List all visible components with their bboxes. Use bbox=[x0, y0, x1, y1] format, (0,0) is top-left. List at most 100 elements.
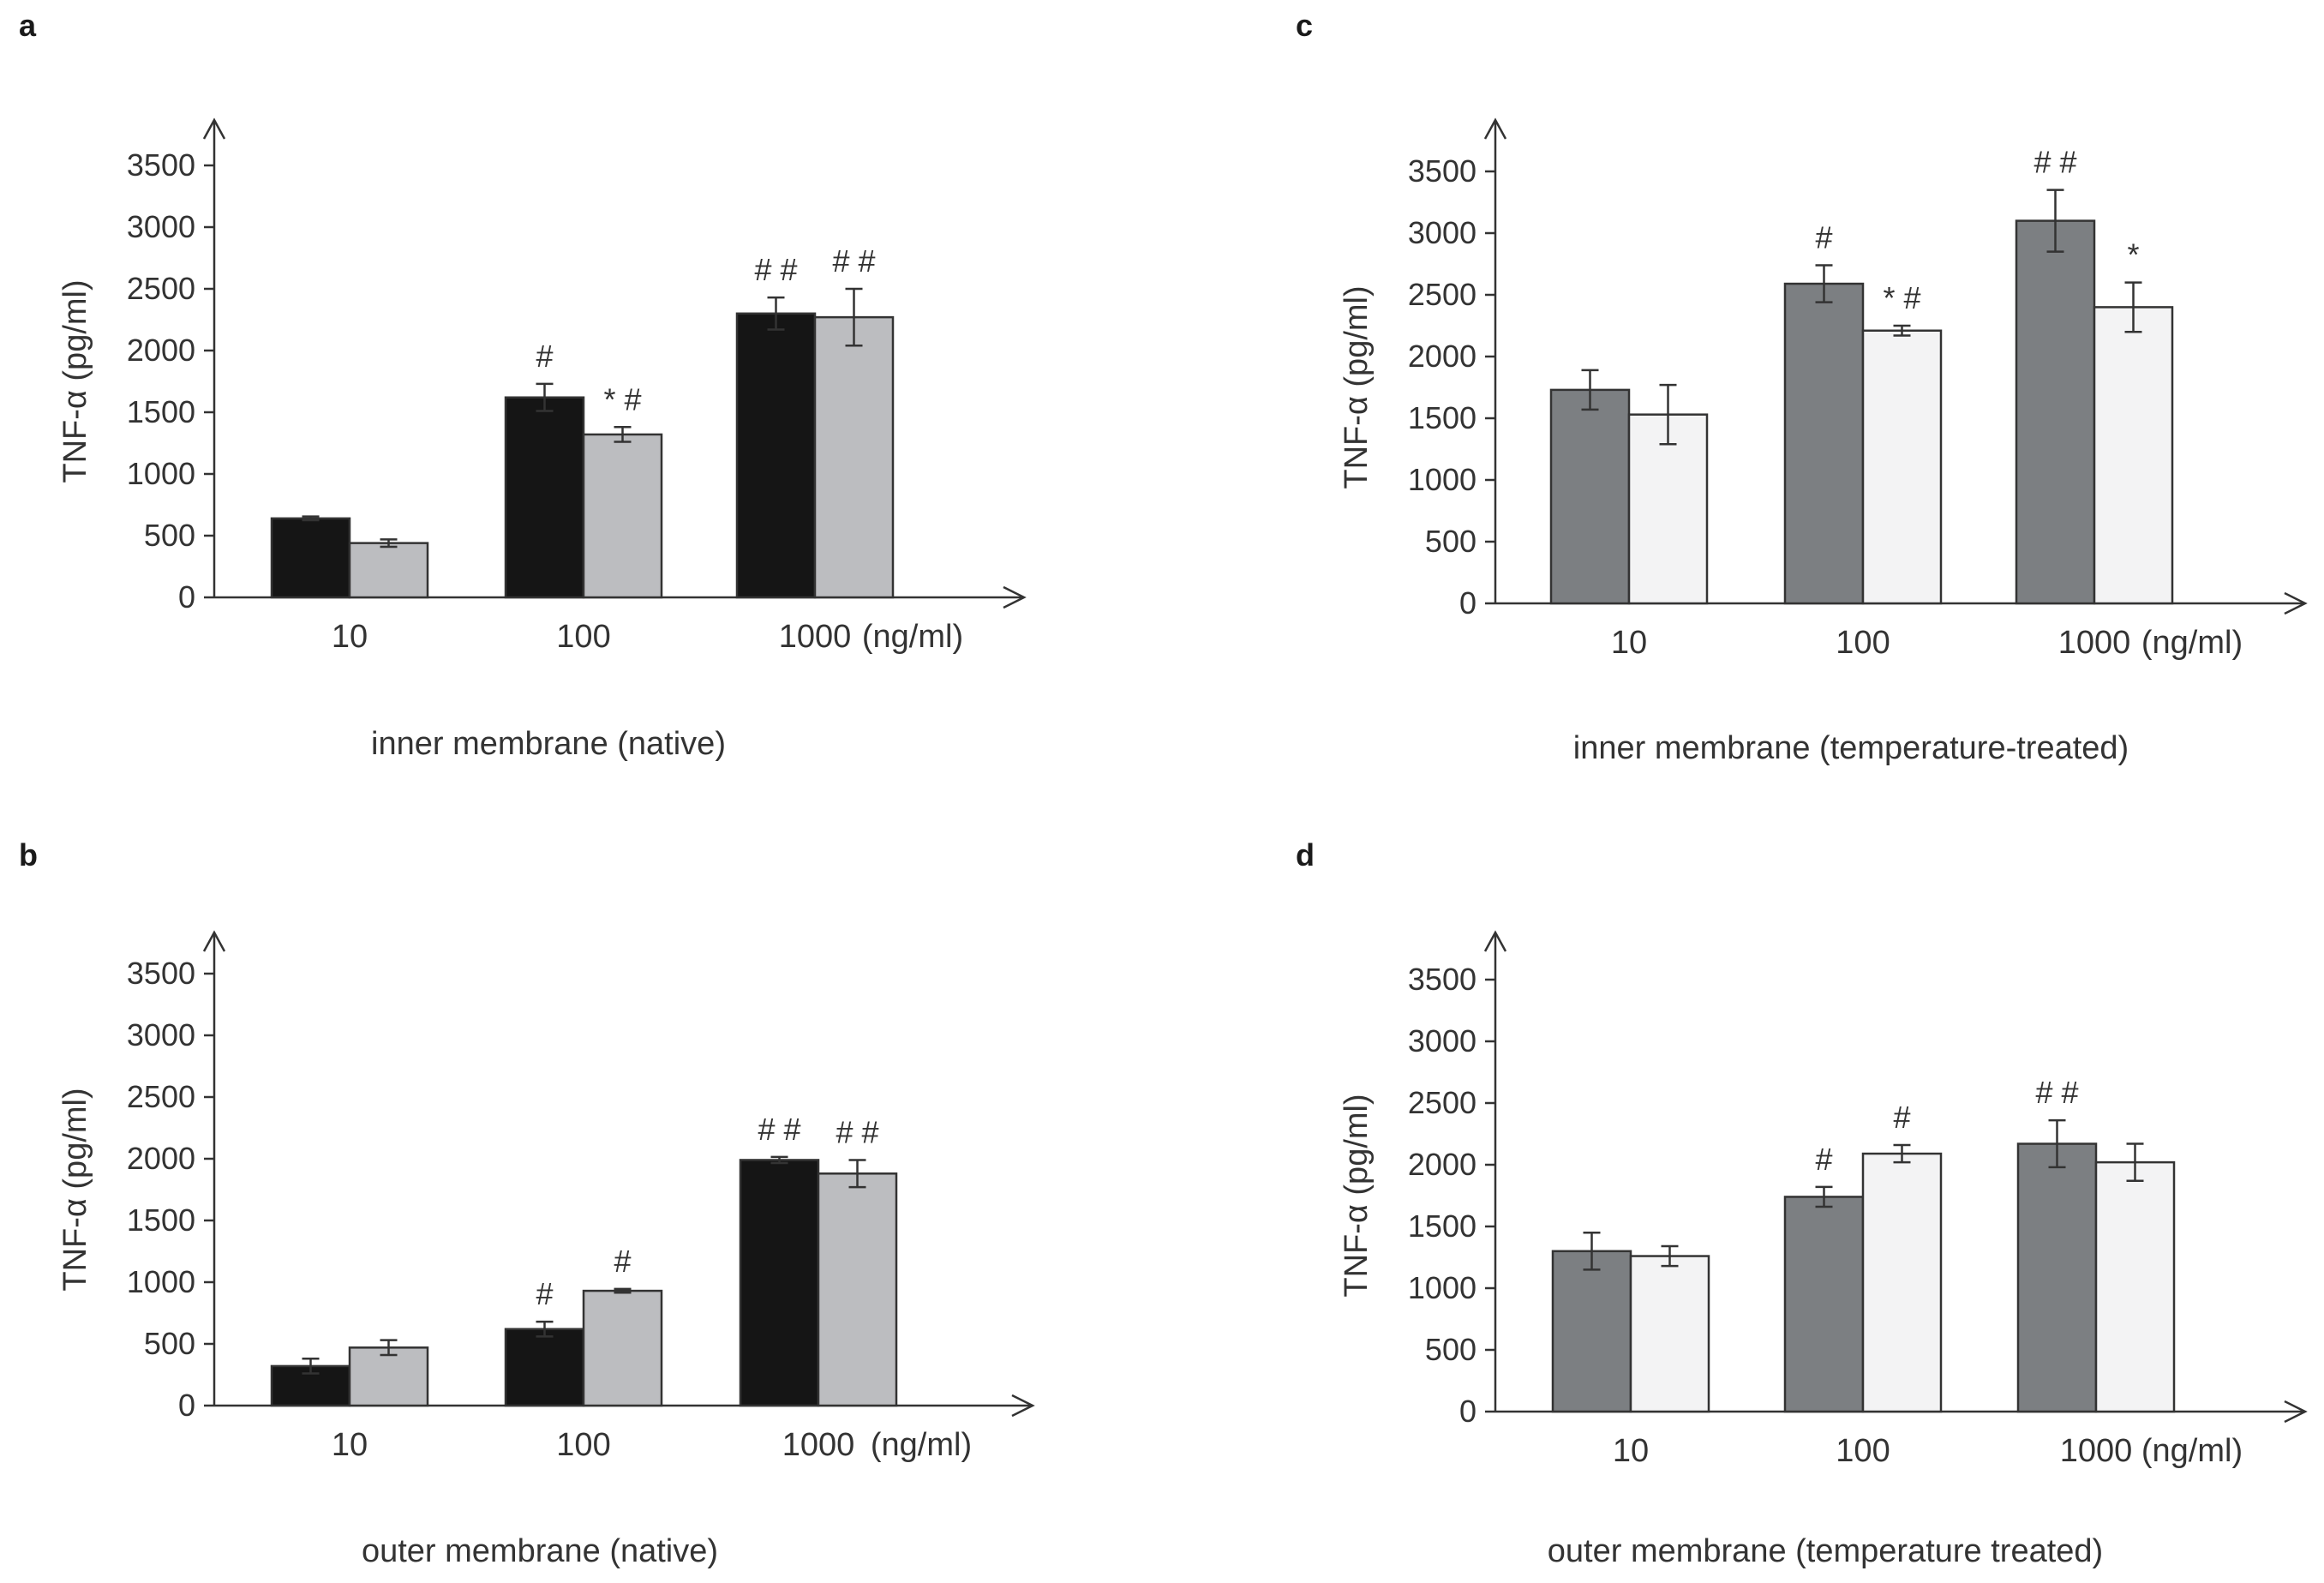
bar-d-10-s2[interactable] bbox=[1629, 1255, 1710, 1413]
y-tick-label: 2500 bbox=[1408, 1085, 1476, 1120]
y-tick-label: 0 bbox=[1459, 1394, 1476, 1429]
y-tick-label: 0 bbox=[178, 579, 195, 615]
x-axis-arrow-icon bbox=[2284, 591, 2308, 615]
panel-letter-a: a bbox=[19, 8, 37, 43]
x-axis-arrow-icon bbox=[2284, 1400, 2308, 1424]
y-tick-label: 1500 bbox=[1408, 1208, 1476, 1244]
bar-b-100-s2[interactable] bbox=[582, 1289, 663, 1407]
bar-a-1000-s1[interactable] bbox=[735, 312, 817, 599]
significance-annotation: # bbox=[1893, 1100, 1910, 1135]
x-unit-label: (ng/ml) bbox=[2141, 625, 2243, 661]
y-tick-label: 1500 bbox=[1408, 400, 1476, 435]
bar-b-1000-s2[interactable] bbox=[817, 1172, 898, 1407]
x-tick-label: 1000 bbox=[779, 619, 852, 655]
x-unit-label: (ng/ml) bbox=[871, 1427, 972, 1463]
bar-a-10-s2[interactable] bbox=[348, 542, 429, 599]
y-axis-title: TNF-α (pg/ml) bbox=[57, 1088, 93, 1291]
x-tick-label: 100 bbox=[556, 1427, 610, 1463]
significance-annotation: # # bbox=[832, 243, 875, 279]
y-tick-label: 1000 bbox=[127, 1264, 195, 1299]
x-tick-label: 100 bbox=[556, 619, 610, 655]
x-tick-label: 10 bbox=[1611, 625, 1647, 661]
y-tick-label: 1500 bbox=[127, 1202, 195, 1238]
x-unit-label: (ng/ml) bbox=[862, 619, 963, 655]
bar-c-10-s1[interactable] bbox=[1549, 388, 1631, 605]
bar-b-100-s1[interactable] bbox=[504, 1328, 585, 1407]
bar-a-100-s2[interactable] bbox=[582, 433, 663, 599]
bar-d-10-s1[interactable] bbox=[1551, 1250, 1632, 1413]
bar-d-1000-s2[interactable] bbox=[2094, 1160, 2176, 1413]
y-tick-label: 0 bbox=[1459, 585, 1476, 621]
y-tick-label: 3500 bbox=[1408, 153, 1476, 189]
significance-annotation: # bbox=[614, 1244, 631, 1279]
bar-b-10-s2[interactable] bbox=[348, 1346, 429, 1407]
bar-d-1000-s1[interactable] bbox=[2016, 1142, 2098, 1413]
x-axis-arrow-icon bbox=[1011, 1394, 1035, 1418]
y-axis-title: TNF-α (pg/ml) bbox=[57, 279, 93, 483]
significance-annotation: # # bbox=[758, 1112, 800, 1147]
bar-c-100-s1[interactable] bbox=[1783, 282, 1865, 605]
panel-letter-d: d bbox=[1296, 837, 1315, 872]
bar-a-100-s1[interactable] bbox=[504, 396, 585, 599]
y-tick-label: 2000 bbox=[1408, 339, 1476, 374]
y-axis-arrow-icon bbox=[1483, 117, 1507, 140]
bar-d-100-s2[interactable] bbox=[1861, 1152, 1943, 1413]
bar-c-100-s2[interactable] bbox=[1861, 329, 1943, 605]
y-tick-label: 1000 bbox=[127, 456, 195, 491]
y-tick-label: 3500 bbox=[1408, 962, 1476, 997]
bar-d-100-s1[interactable] bbox=[1783, 1196, 1865, 1413]
x-tick-label: 100 bbox=[1836, 1433, 1890, 1469]
bar-a-10-s1[interactable] bbox=[270, 517, 351, 599]
y-tick-label: 2000 bbox=[1408, 1147, 1476, 1182]
significance-annotation: # # bbox=[2035, 1075, 2078, 1110]
y-tick-label: 2500 bbox=[127, 271, 195, 306]
x-tick-label: 100 bbox=[1836, 625, 1890, 661]
y-tick-label: 2500 bbox=[1408, 277, 1476, 312]
y-tick-label: 1000 bbox=[1408, 1270, 1476, 1305]
y-tick-label: 3500 bbox=[127, 147, 195, 183]
panel-caption: inner membrane (temperature-treated) bbox=[1573, 730, 2129, 766]
y-axis-arrow-icon bbox=[202, 930, 226, 952]
x-tick-label: 10 bbox=[332, 1427, 368, 1463]
y-axis-arrow-icon bbox=[202, 117, 226, 140]
bar-c-1000-s1[interactable] bbox=[2015, 219, 2096, 605]
significance-annotation: # # bbox=[2034, 145, 2076, 180]
y-tick-label: 1000 bbox=[1408, 462, 1476, 497]
significance-annotation: # bbox=[536, 1276, 553, 1311]
y-axis-title: TNF-α (pg/ml) bbox=[1339, 1094, 1375, 1297]
x-unit-label: (ng/ml) bbox=[2141, 1433, 2243, 1469]
y-tick-label: 500 bbox=[144, 518, 195, 553]
panel-letter-c: c bbox=[1296, 8, 1313, 43]
significance-annotation: * # bbox=[603, 381, 641, 417]
significance-annotation: # bbox=[1815, 219, 1832, 255]
y-tick-label: 3000 bbox=[127, 1017, 195, 1052]
y-axis-arrow-icon bbox=[1483, 930, 1507, 952]
x-tick-label: 1000 bbox=[782, 1427, 855, 1463]
bar-b-1000-s1[interactable] bbox=[739, 1159, 820, 1407]
y-tick-label: 3500 bbox=[127, 956, 195, 991]
x-tick-label: 1000 bbox=[2060, 1433, 2133, 1469]
bar-a-1000-s2[interactable] bbox=[813, 315, 895, 599]
panel-caption: inner membrane (native) bbox=[371, 726, 726, 762]
significance-annotation: # # bbox=[754, 252, 797, 287]
panel-caption: outer membrane (temperature treated) bbox=[1548, 1533, 2103, 1569]
significance-annotation: # bbox=[1815, 1142, 1832, 1177]
bar-c-1000-s2[interactable] bbox=[2093, 306, 2174, 605]
x-tick-label: 1000 bbox=[2058, 625, 2131, 661]
significance-annotation: * bbox=[2127, 237, 2139, 273]
y-tick-label: 3000 bbox=[1408, 215, 1476, 250]
y-tick-label: 500 bbox=[1425, 1332, 1476, 1367]
significance-annotation: * # bbox=[1883, 280, 1920, 315]
y-tick-label: 3000 bbox=[1408, 1023, 1476, 1058]
y-tick-label: 0 bbox=[178, 1388, 195, 1423]
y-tick-label: 500 bbox=[144, 1326, 195, 1361]
y-tick-label: 3000 bbox=[127, 209, 195, 244]
y-tick-label: 2500 bbox=[127, 1079, 195, 1114]
y-axis-title: TNF-α (pg/ml) bbox=[1339, 285, 1375, 489]
x-tick-label: 10 bbox=[332, 619, 368, 655]
y-tick-label: 1500 bbox=[127, 394, 195, 429]
panel-caption: outer membrane (native) bbox=[362, 1533, 718, 1569]
bar-c-10-s2[interactable] bbox=[1627, 413, 1709, 605]
significance-annotation: # # bbox=[836, 1114, 878, 1149]
